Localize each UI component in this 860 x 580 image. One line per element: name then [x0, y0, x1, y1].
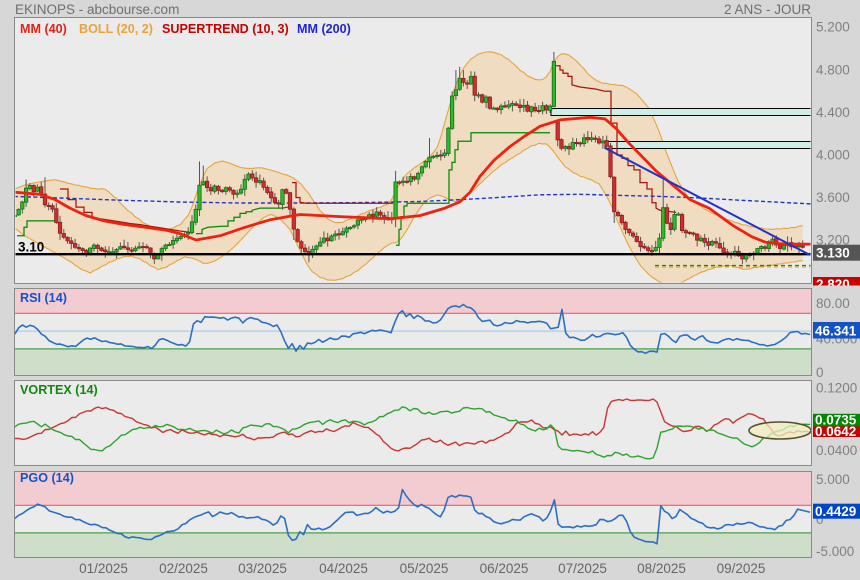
- svg-text:06/2025: 06/2025: [480, 561, 529, 576]
- svg-text:04/2025: 04/2025: [319, 561, 368, 576]
- svg-text:MM (200): MM (200): [297, 22, 351, 36]
- svg-text:03/2025: 03/2025: [238, 561, 287, 576]
- svg-text:2 ANS - JOUR: 2 ANS - JOUR: [724, 2, 811, 17]
- svg-text:SUPERTREND (10, 3): SUPERTREND (10, 3): [162, 22, 289, 36]
- svg-text:0.0400: 0.0400: [816, 443, 857, 458]
- svg-text:09/2025: 09/2025: [717, 561, 766, 576]
- svg-text:02/2025: 02/2025: [159, 561, 208, 576]
- svg-text:0.0735: 0.0735: [815, 413, 857, 428]
- svg-text:0.1200: 0.1200: [816, 380, 857, 395]
- svg-text:01/2025: 01/2025: [79, 561, 128, 576]
- svg-text:3.600: 3.600: [816, 190, 850, 205]
- svg-text:0: 0: [816, 512, 824, 527]
- svg-text:46.341: 46.341: [815, 324, 857, 339]
- svg-text:RSI (14): RSI (14): [20, 291, 67, 305]
- svg-text:08/2025: 08/2025: [637, 561, 686, 576]
- svg-text:80.00: 80.00: [816, 296, 850, 311]
- svg-text:07/2025: 07/2025: [558, 561, 607, 576]
- svg-text:4.400: 4.400: [816, 105, 850, 120]
- svg-text:VORTEX (14): VORTEX (14): [20, 383, 98, 397]
- svg-text:5.200: 5.200: [816, 20, 850, 35]
- svg-text:PGO (14): PGO (14): [20, 471, 74, 485]
- svg-text:-5.000: -5.000: [816, 544, 854, 559]
- svg-text:EKINOPS - abcbourse.com: EKINOPS - abcbourse.com: [15, 2, 179, 17]
- svg-text:3.200: 3.200: [816, 233, 850, 248]
- svg-text:BOLL (20, 2): BOLL (20, 2): [79, 22, 153, 36]
- svg-text:3.10: 3.10: [18, 240, 44, 255]
- svg-text:2.820: 2.820: [816, 277, 850, 292]
- svg-text:0.0642: 0.0642: [815, 424, 856, 439]
- svg-text:05/2025: 05/2025: [400, 561, 449, 576]
- svg-text:4.000: 4.000: [816, 148, 850, 163]
- svg-text:4.800: 4.800: [816, 63, 850, 78]
- svg-text:0: 0: [816, 365, 824, 380]
- svg-text:0.4429: 0.4429: [815, 504, 856, 519]
- svg-text:5.000: 5.000: [816, 472, 850, 487]
- svg-text:MM (40): MM (40): [20, 22, 67, 36]
- svg-text:3.130: 3.130: [816, 246, 850, 261]
